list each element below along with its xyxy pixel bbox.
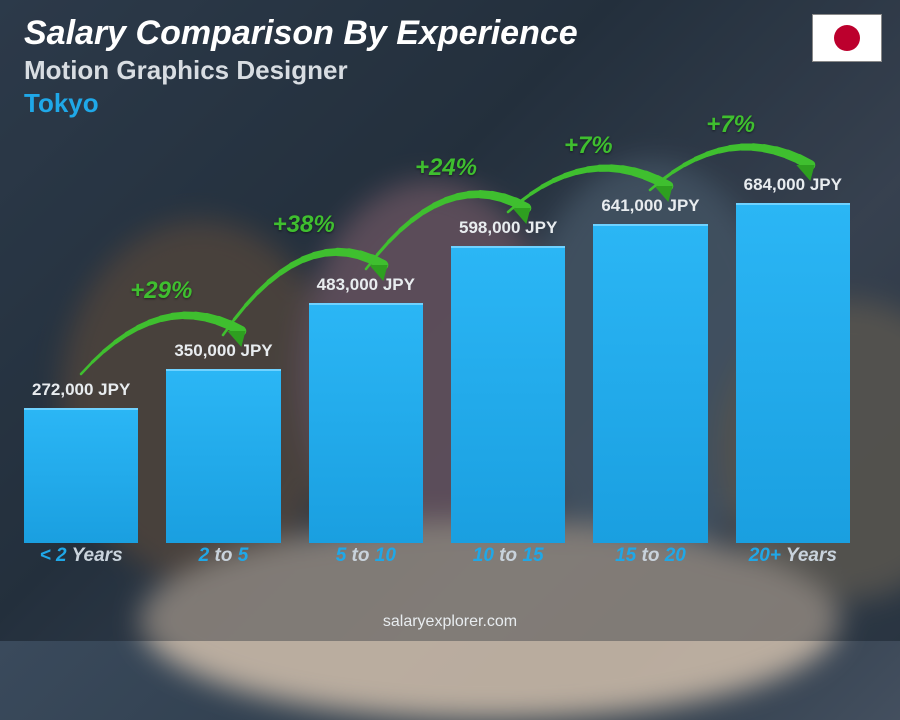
salary-bar (166, 369, 280, 543)
footer-site: salaryexplorer.com (0, 613, 900, 631)
flag-disc (834, 25, 860, 51)
salary-bar (736, 203, 850, 543)
growth-label: +7% (564, 132, 613, 160)
growth-label: +7% (706, 111, 755, 139)
bar-value-label: 350,000 JPY (174, 341, 272, 361)
bar-column: 350,000 JPY (166, 369, 280, 543)
bar-value-label: 598,000 JPY (459, 218, 557, 238)
x-category: 20+ Years (736, 545, 850, 581)
bar-value-label: 641,000 JPY (601, 196, 699, 216)
bar-value-label: 684,000 JPY (744, 175, 842, 195)
japan-flag-icon (812, 14, 882, 62)
salary-bar (593, 224, 707, 543)
bar-column: 641,000 JPY (593, 224, 707, 543)
x-category: 5 to 10 (309, 545, 423, 581)
location-label: Tokyo (24, 88, 578, 119)
bar-column: 483,000 JPY (309, 303, 423, 543)
bars-area: 272,000 JPY350,000 JPY483,000 JPY598,000… (24, 160, 850, 543)
salary-bar (24, 408, 138, 543)
infographic-container: Salary Comparison By Experience Motion G… (0, 0, 900, 641)
x-category: 10 to 15 (451, 545, 565, 581)
x-category: < 2 Years (24, 545, 138, 581)
bar-column: 272,000 JPY (24, 408, 138, 543)
salary-bar-chart: 272,000 JPY350,000 JPY483,000 JPY598,000… (24, 160, 850, 581)
x-category: 2 to 5 (166, 545, 280, 581)
salary-bar (309, 303, 423, 543)
salary-bar (451, 246, 565, 543)
header: Salary Comparison By Experience Motion G… (24, 14, 578, 119)
bar-column: 684,000 JPY (736, 203, 850, 543)
bar-column: 598,000 JPY (451, 246, 565, 543)
bar-value-label: 272,000 JPY (32, 380, 130, 400)
bar-value-label: 483,000 JPY (317, 275, 415, 295)
job-title: Motion Graphics Designer (24, 55, 578, 86)
page-title: Salary Comparison By Experience (24, 14, 578, 53)
x-category: 15 to 20 (593, 545, 707, 581)
x-axis: < 2 Years 2 to 5 5 to 10 10 to 15 15 to 20 20… (24, 545, 850, 581)
